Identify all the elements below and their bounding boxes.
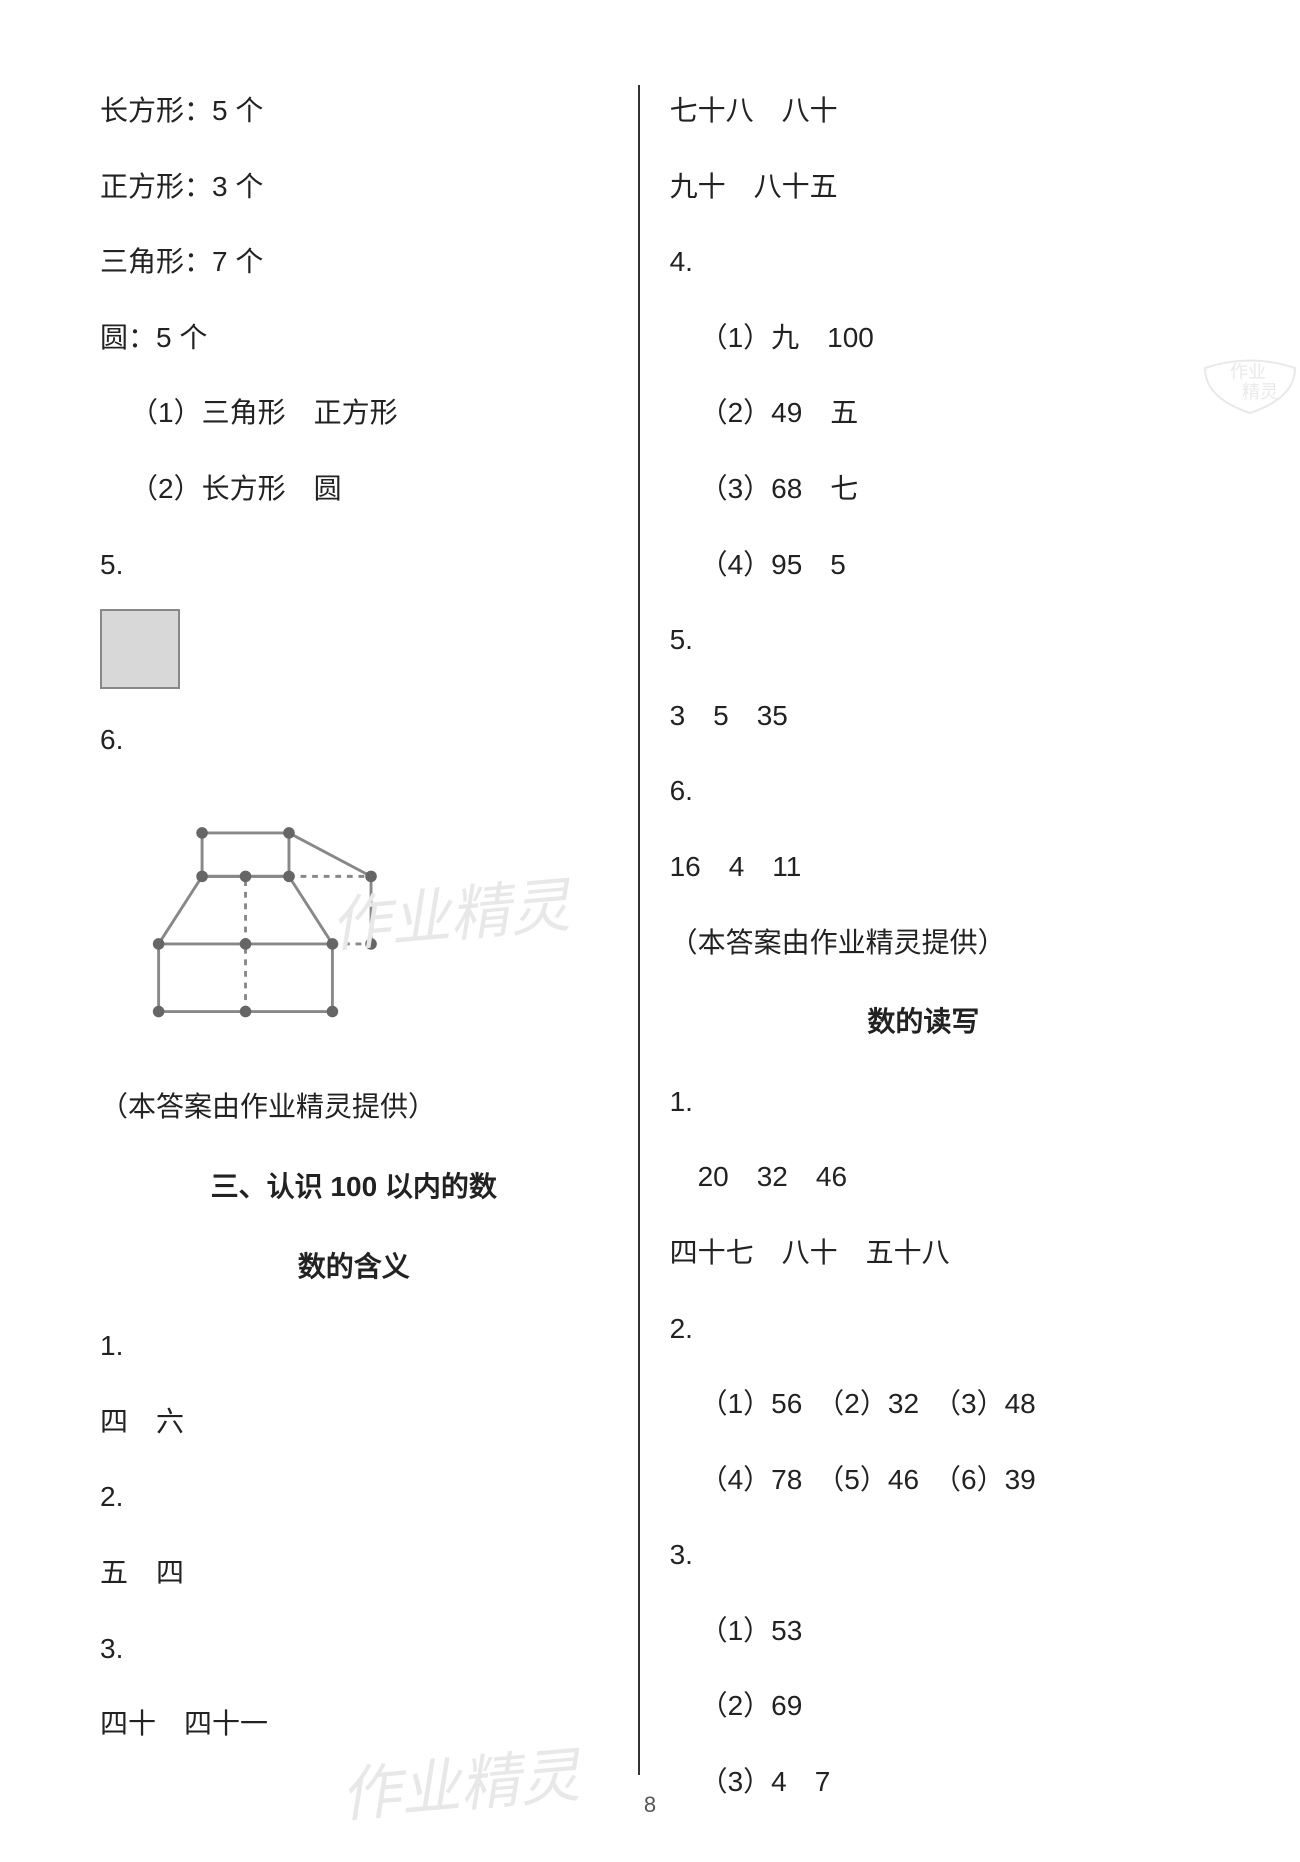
text-r-q6a: 16 4 11	[670, 836, 1178, 898]
text-l-q3: 3.	[100, 1618, 608, 1680]
text-r2: 九十 八十五	[670, 156, 1178, 218]
text-r-q5: 5.	[670, 609, 1178, 671]
text-rr-q2: 2.	[670, 1298, 1178, 1360]
text-r-s2: （2）49 五	[670, 382, 1178, 444]
text-r1: 七十八 八十	[670, 80, 1178, 142]
text-q5: 5.	[100, 534, 608, 596]
text-rectangle-count: 长方形：5 个	[100, 80, 608, 142]
text-rr-q1a: 20 32 46	[670, 1146, 1178, 1208]
text-rr-q3a: （1）53	[670, 1600, 1178, 1662]
text-rr-q3b: （2）69	[670, 1675, 1178, 1737]
text-sub2: （2）长方形 圆	[100, 458, 608, 520]
text-r-q5a: 3 5 35	[670, 685, 1178, 747]
text-q6: 6.	[100, 709, 608, 771]
text-l-q1a: 四 六	[100, 1391, 608, 1453]
text-rr-q1: 1.	[670, 1071, 1178, 1133]
text-r-s4: （4）95 5	[670, 534, 1178, 596]
watermark-stamp: 作业 精灵	[1200, 348, 1300, 418]
heading-reading: 数的读写	[670, 991, 1178, 1053]
text-credit-right: （本答案由作业精灵提供）	[670, 912, 1178, 974]
svg-text:精灵: 精灵	[1242, 382, 1278, 402]
text-r-s3: （3）68 七	[670, 458, 1178, 520]
text-rr-q3: 3.	[670, 1524, 1178, 1586]
text-rr-q2b: （4）78 （5）46 （6）39	[670, 1449, 1178, 1511]
text-credit-left: （本答案由作业精灵提供）	[100, 1076, 608, 1138]
text-l-q3a: 四十 四十一	[100, 1693, 608, 1755]
text-rr-q1b: 四十七 八十 五十八	[670, 1222, 1178, 1284]
text-sub1: （1）三角形 正方形	[100, 382, 608, 444]
left-column: 作业精灵 作业精灵 长方形：5 个 正方形：3 个 三角形：7 个 圆：5 个 …	[100, 80, 638, 1798]
square-shape-icon	[100, 609, 180, 689]
right-column: 作业 精灵 七十八 八十 九十 八十五 4. （1）九 100 （2）49 五 …	[640, 80, 1178, 1798]
house-diagram	[120, 795, 400, 1035]
svg-text:作业: 作业	[1230, 362, 1266, 382]
text-rr-q2a: （1）56 （2）32 （3）48	[670, 1373, 1178, 1435]
text-l-q1: 1.	[100, 1315, 608, 1377]
text-r-q6: 6.	[670, 760, 1178, 822]
page-container: 作业精灵 作业精灵 长方形：5 个 正方形：3 个 三角形：7 个 圆：5 个 …	[100, 80, 1220, 1798]
heading-section-3: 三、认识 100 以内的数	[100, 1156, 608, 1218]
text-l-q2a: 五 四	[100, 1542, 608, 1604]
text-triangle-count: 三角形：7 个	[100, 231, 608, 293]
text-rr-q3c: （3）4 7	[670, 1751, 1178, 1813]
text-circle-count: 圆：5 个	[100, 307, 608, 369]
heading-meaning: 数的含义	[100, 1236, 608, 1298]
text-square-count: 正方形：3 个	[100, 156, 608, 218]
text-r-q4: 4.	[670, 231, 1178, 293]
text-l-q2: 2.	[100, 1466, 608, 1528]
text-r-s1: （1）九 100	[670, 307, 1178, 369]
